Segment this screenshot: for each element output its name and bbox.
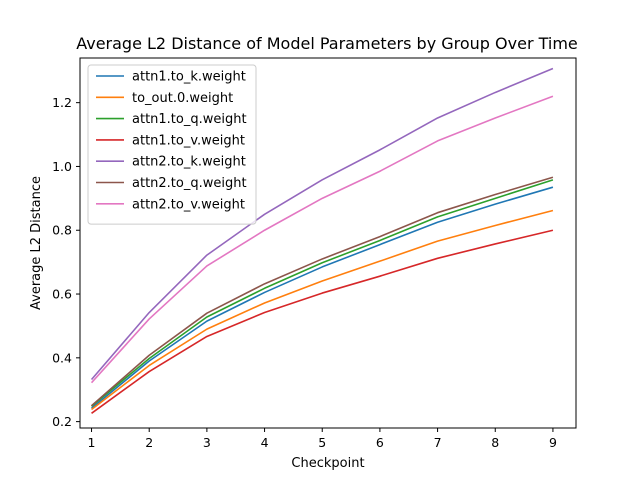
- legend: attn1.to_k.weight to_out.0.weight attn1.to…: [87, 64, 257, 225]
- legend-label: attn1.to_v.weight: [132, 133, 245, 148]
- x-tick-label: 3: [203, 435, 211, 450]
- y-axis: 0.2 0.4 0.6 0.8 1.0 1.2: [52, 95, 80, 429]
- x-axis-label: Checkpoint: [291, 456, 364, 471]
- series-layer: [90, 67, 554, 414]
- legend-box: [87, 64, 257, 225]
- x-axis: 1 2 3 4 5 6 7 8 9: [88, 428, 557, 450]
- y-tick-label: 1.0: [52, 159, 72, 174]
- y-tick-label: 0.8: [52, 223, 72, 238]
- series-line: [91, 176, 554, 407]
- series-line: [91, 186, 554, 409]
- legend-label: to_out.0.weight: [132, 91, 233, 106]
- x-tick-label: 1: [88, 435, 96, 450]
- y-tick-label: 0.6: [52, 287, 72, 302]
- x-tick-label: 6: [376, 435, 384, 450]
- y-tick-label: 0.4: [52, 350, 72, 365]
- legend-label: attn2.to_v.weight: [132, 197, 245, 212]
- x-tick-label: 4: [261, 435, 269, 450]
- x-tick-label: 8: [491, 435, 499, 450]
- x-tick-label: 9: [549, 435, 557, 450]
- legend-label: attn1.to_k.weight: [132, 70, 246, 85]
- legend-label: attn2.to_k.weight: [132, 155, 246, 170]
- x-tick-label: 7: [434, 435, 442, 450]
- y-tick-label: 1.2: [52, 95, 72, 110]
- series-line: [90, 95, 554, 384]
- y-tick-label: 0.2: [52, 414, 72, 429]
- plot-frame: [79, 57, 577, 429]
- x-tick-label: 5: [318, 435, 326, 450]
- chart-title: Average L2 Distance of Model Parameters …: [76, 34, 578, 53]
- y-axis-label: Average L2 Distance: [29, 176, 44, 310]
- legend-label: attn1.to_q.weight: [132, 112, 247, 127]
- series-line: [91, 209, 554, 411]
- series-line: [91, 229, 554, 414]
- x-tick-label: 2: [145, 435, 153, 450]
- legend-label: attn2.to_q.weight: [132, 176, 247, 191]
- series-line: [91, 179, 554, 407]
- series-line: [90, 67, 554, 381]
